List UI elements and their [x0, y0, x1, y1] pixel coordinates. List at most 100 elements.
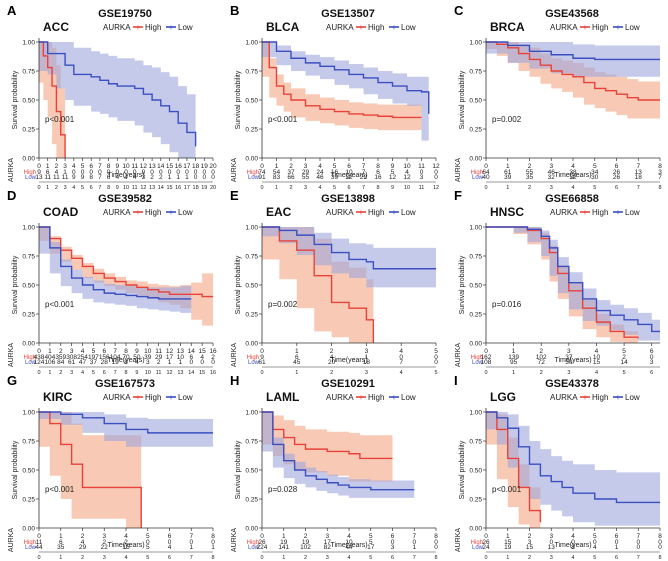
risk-x-tick-label: 11 [156, 370, 162, 376]
risk-x-tick-label: 6 [168, 555, 171, 561]
risk-count-high: 0 [81, 169, 85, 176]
risk-count-low: 32 [548, 174, 556, 181]
ci-band-low [39, 227, 192, 313]
legend-low-mark: + [169, 208, 174, 217]
risk-count-low: 11 [53, 174, 60, 181]
risk-count-high: 2 [622, 354, 626, 361]
risk-count-high: 19 [302, 539, 310, 546]
panel-b: B GSE13507 BLCA AURKA + High + Low 0.00 0.25 0.50 0… [230, 3, 440, 191]
risk-count-low: 224 [257, 544, 268, 551]
risk-x-tick-label: 16 [210, 370, 216, 376]
risk-count-low: 141 [278, 544, 289, 551]
risk-x-tick-label: 8 [211, 555, 214, 561]
x-tick-label: 7 [636, 533, 640, 540]
y-tick-label: 0.00 [22, 156, 35, 163]
legend-high-label: High [592, 208, 608, 217]
risk-count-high: 0 [146, 539, 150, 546]
x-tick-label: 0 [260, 533, 264, 540]
km-curve-low [39, 226, 192, 300]
x-tick-label: 1 [506, 533, 510, 540]
risk-count-low: 39 [504, 174, 512, 181]
risk-table-title: AURKA [455, 528, 462, 552]
risk-count-high: 0 [107, 169, 111, 176]
dataset-title: GSE43378 [545, 378, 599, 390]
dataset-title: GSE39582 [98, 193, 152, 205]
y-tick-label: 0.00 [469, 341, 482, 348]
risk-count-low: 82 [324, 544, 332, 551]
risk-count-high: 9 [260, 354, 264, 361]
legend-low-mark: + [616, 393, 621, 402]
km-curve-high [39, 41, 66, 158]
risk-table-title: AURKA [8, 343, 15, 367]
y-tick-label: 0.50 [22, 283, 35, 290]
risk-count-high: 0 [72, 169, 76, 176]
cancer-label: BLCA [266, 20, 300, 34]
risk-x-tick-label: 6 [347, 185, 350, 191]
legend-high-label: High [368, 393, 384, 402]
risk-x-tick-label: 13 [149, 185, 155, 191]
x-tick-label: 10 [144, 348, 152, 355]
y-tick-label: 0.50 [245, 283, 258, 290]
risk-x-tick-label: 2 [528, 185, 531, 191]
risk-count-low: 11 [44, 174, 51, 181]
y-tick-label: 0.50 [469, 98, 482, 105]
risk-x-tick-label: 3 [550, 555, 553, 561]
risk-count-high: 0 [391, 539, 395, 546]
risk-x-tick-label: 2 [540, 370, 543, 376]
risk-x-tick-label: 4 [72, 185, 75, 191]
risk-x-tick-label: 3 [567, 370, 570, 376]
legend-high-mark: + [136, 208, 141, 217]
risk-x-tick-label: 7 [190, 555, 193, 561]
risk-count-high: 0 [211, 169, 215, 176]
risk-x-tick-label: 4 [81, 370, 84, 376]
x-tick-label: 1 [295, 348, 299, 355]
x-tick-label: 6 [615, 533, 619, 540]
cancer-label: HNSC [490, 205, 524, 219]
risk-x-tick-label: 0 [484, 555, 487, 561]
risk-count-high: 4 [55, 169, 59, 176]
risk-x-tick-label: 5 [146, 555, 149, 561]
risk-x-tick-label: 4 [571, 185, 574, 191]
x-tick-label: 14 [188, 348, 196, 355]
risk-count-low: 9 [72, 174, 76, 181]
cancer-label: EAC [266, 205, 292, 219]
risk-x-tick-label: 7 [413, 555, 416, 561]
risk-x-tick-label: 10 [123, 185, 129, 191]
x-tick-label: 4 [595, 348, 599, 355]
risk-count-low: 46 [316, 174, 324, 181]
legend-high-label: High [592, 23, 608, 32]
risk-count-high: 0 [89, 169, 93, 176]
y-tick-label: 0.75 [22, 69, 35, 76]
y-tick-label: 0.25 [469, 312, 482, 319]
risk-x-tick-label: 5 [369, 555, 372, 561]
risk-count-low: 0 [434, 174, 438, 181]
y-axis-label: Survival probability [459, 70, 466, 129]
x-tick-label: 6 [615, 163, 619, 170]
x-tick-label: 4 [81, 348, 85, 355]
risk-count-high: 139 [508, 354, 519, 361]
risk-x-tick-label: 6 [615, 555, 618, 561]
risk-count-high: 29 [302, 169, 310, 176]
legend-low-mark: + [392, 393, 397, 402]
x-tick-label: 17 [183, 163, 191, 170]
risk-count-low: 1 [179, 359, 183, 366]
risk-count-high: 0 [420, 169, 424, 176]
risk-x-tick-label: 14 [188, 370, 194, 376]
risk-count-high: 7 [362, 169, 366, 176]
risk-x-tick-label: 4 [400, 370, 403, 376]
x-tick-label: 2 [289, 163, 293, 170]
risk-count-low: 1 [168, 359, 172, 366]
ci-band-low [39, 42, 196, 158]
risk-x-tick-label: 0 [260, 555, 263, 561]
x-tick-label: 5 [146, 533, 150, 540]
x-tick-label: 0 [484, 348, 488, 355]
risk-x-tick-label: 10 [404, 185, 410, 191]
risk-count-low: 44 [345, 544, 353, 551]
risk-table-title: AURKA [8, 158, 15, 182]
risk-count-high: 0 [399, 354, 403, 361]
legend-high-label: High [145, 393, 161, 402]
y-tick-label: 0.75 [245, 439, 258, 446]
km-curve-low [262, 226, 436, 270]
risk-count-high: 438 [34, 354, 45, 361]
risk-count-low: 61 [258, 359, 266, 366]
